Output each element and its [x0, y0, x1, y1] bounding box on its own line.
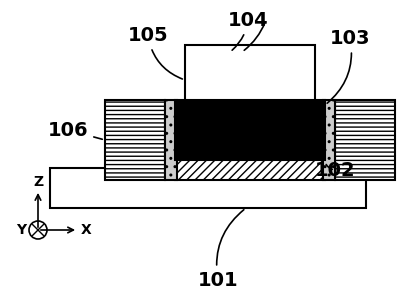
Text: 106: 106 — [48, 120, 102, 139]
Text: Z: Z — [33, 175, 43, 189]
Bar — [175, 130, 325, 180]
Bar — [185, 45, 315, 100]
Text: 104: 104 — [228, 10, 268, 50]
Bar — [165, 100, 177, 180]
Text: X: X — [81, 223, 92, 237]
Text: 103: 103 — [327, 28, 370, 103]
Bar — [323, 100, 335, 180]
Bar — [335, 100, 395, 180]
Bar — [50, 168, 366, 208]
Text: 101: 101 — [198, 210, 244, 289]
Bar — [105, 100, 165, 180]
Bar — [175, 100, 325, 160]
Text: 105: 105 — [128, 25, 182, 79]
Text: 102: 102 — [314, 160, 355, 179]
Text: Y: Y — [16, 223, 26, 237]
